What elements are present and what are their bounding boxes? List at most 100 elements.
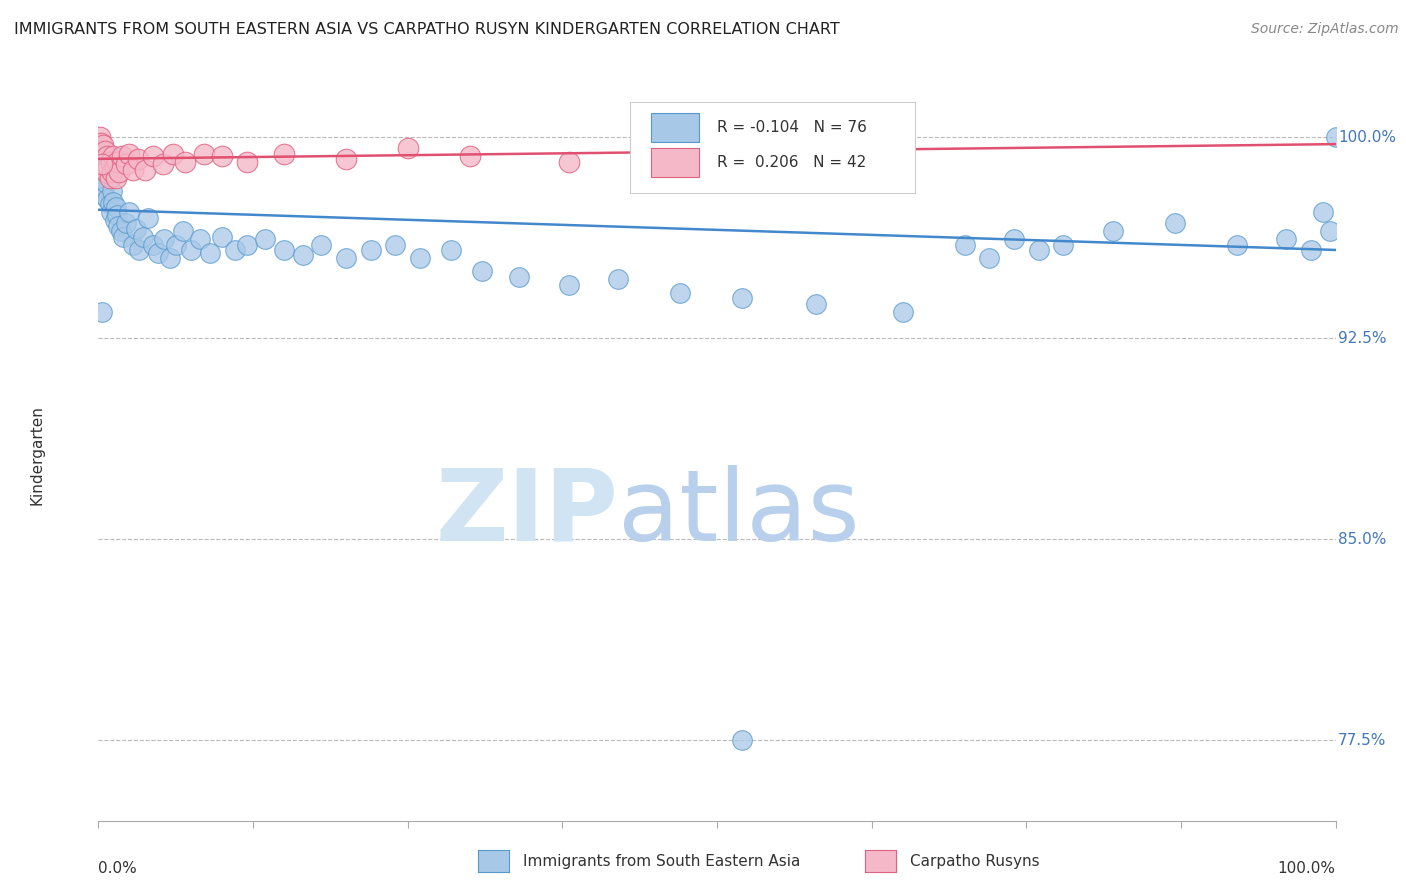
Point [103, 213, 125, 227]
Point [172, 224, 194, 238]
Point [1028, 243, 1050, 257]
Point [98, 197, 121, 211]
Point [91, 157, 114, 171]
Point [122, 162, 145, 177]
Point [440, 243, 463, 257]
Point [100, 154, 122, 169]
Point [93, 189, 115, 203]
Point [93, 162, 115, 177]
Point [236, 237, 259, 252]
Point [557, 277, 579, 292]
Point [706, 149, 728, 163]
Point [96, 160, 118, 174]
Point [104, 170, 127, 185]
Text: R = -0.104   N = 76: R = -0.104 N = 76 [717, 120, 868, 135]
Point [384, 237, 406, 252]
Point [360, 243, 382, 257]
Point [273, 243, 295, 257]
Point [254, 232, 277, 246]
Text: Source: ZipAtlas.com: Source: ZipAtlas.com [1251, 22, 1399, 37]
Text: Immigrants from South Eastern Asia: Immigrants from South Eastern Asia [523, 854, 800, 869]
Point [471, 264, 494, 278]
Point [91, 304, 114, 318]
Text: 0.0%: 0.0% [98, 861, 138, 876]
Point [159, 251, 181, 265]
Point [152, 157, 174, 171]
Point [1102, 224, 1125, 238]
Point [104, 200, 127, 214]
Point [94, 176, 117, 190]
Point [114, 157, 136, 171]
Point [142, 149, 165, 163]
Point [134, 162, 156, 177]
Text: Carpatho Rusyns: Carpatho Rusyns [910, 854, 1039, 869]
Point [90, 152, 112, 166]
Point [146, 245, 169, 260]
Point [1299, 243, 1322, 257]
Point [142, 237, 165, 252]
Point [669, 285, 692, 300]
Point [118, 205, 141, 219]
Point [96, 149, 118, 163]
Text: 85.0%: 85.0% [1339, 532, 1386, 547]
Point [291, 248, 314, 262]
Point [1312, 205, 1334, 219]
Point [114, 216, 136, 230]
Text: 77.5%: 77.5% [1339, 732, 1386, 747]
Point [953, 237, 976, 252]
Point [236, 154, 259, 169]
Point [94, 154, 117, 169]
Point [118, 146, 141, 161]
Point [1002, 232, 1025, 246]
Point [1324, 130, 1347, 145]
Text: Kindergarten: Kindergarten [30, 405, 44, 505]
Point [105, 208, 128, 222]
Point [90, 144, 112, 158]
Text: 100.0%: 100.0% [1278, 861, 1336, 876]
Point [174, 154, 197, 169]
Point [409, 251, 432, 265]
Point [127, 152, 149, 166]
Point [193, 146, 215, 161]
Point [103, 160, 125, 174]
Point [94, 154, 117, 169]
Point [1226, 237, 1249, 252]
Point [607, 272, 630, 286]
Point [108, 165, 131, 179]
Text: IMMIGRANTS FROM SOUTH EASTERN ASIA VS CARPATHO RUSYN KINDERGARTEN CORRELATION CH: IMMIGRANTS FROM SOUTH EASTERN ASIA VS CA… [14, 22, 839, 37]
Point [1164, 216, 1187, 230]
Point [105, 154, 128, 169]
Text: 100.0%: 100.0% [1339, 130, 1396, 145]
Point [128, 243, 150, 257]
Point [335, 152, 357, 166]
Point [89, 157, 111, 171]
Text: atlas: atlas [619, 465, 859, 562]
Point [107, 219, 129, 233]
Point [91, 149, 114, 163]
Text: 92.5%: 92.5% [1339, 331, 1386, 346]
Point [98, 170, 121, 185]
Point [644, 146, 666, 161]
Point [198, 245, 221, 260]
Point [91, 157, 114, 171]
Point [91, 144, 114, 158]
Point [557, 154, 579, 169]
Point [93, 149, 115, 163]
Point [211, 149, 233, 163]
FancyBboxPatch shape [630, 102, 915, 193]
Point [1319, 224, 1341, 238]
Point [101, 165, 124, 179]
Point [89, 130, 111, 145]
Point [90, 136, 112, 150]
Point [1052, 237, 1074, 252]
Point [100, 205, 122, 219]
Point [153, 232, 176, 246]
Point [1275, 232, 1298, 246]
Point [96, 192, 118, 206]
Point [731, 733, 754, 747]
Text: ZIP: ZIP [436, 465, 619, 562]
Point [273, 146, 295, 161]
Point [804, 296, 827, 310]
Bar [651, 112, 699, 142]
Point [396, 141, 419, 155]
